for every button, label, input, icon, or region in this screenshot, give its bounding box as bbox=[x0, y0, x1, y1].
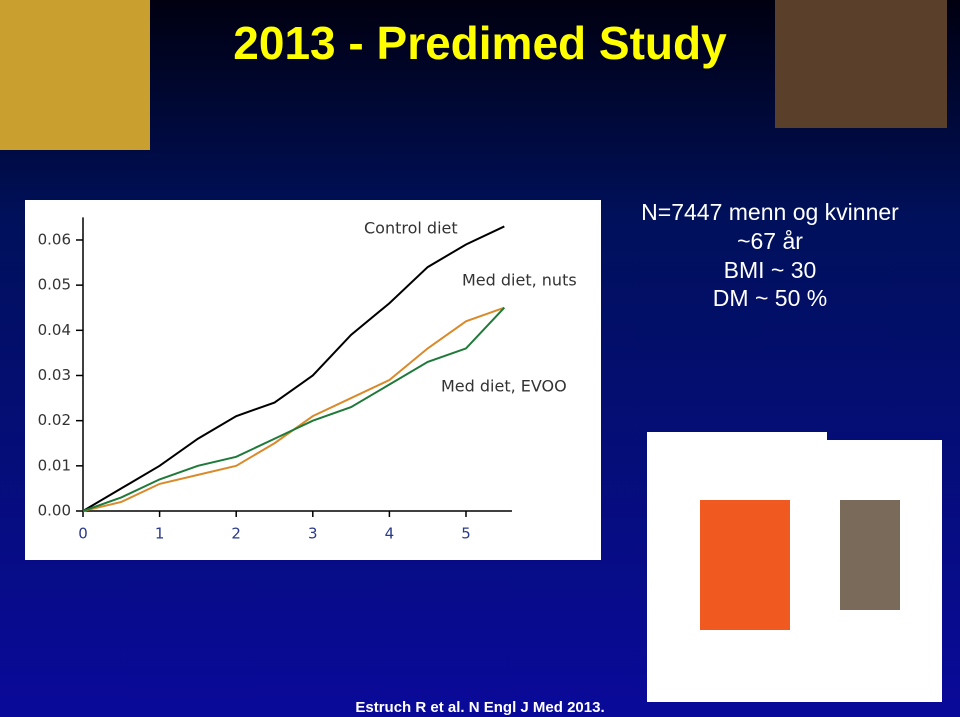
x-tick-label: 4 bbox=[385, 525, 395, 543]
y-tick-label: 0.03 bbox=[38, 366, 71, 384]
x-tick-label: 2 bbox=[231, 525, 241, 543]
y-tick-label: 0.04 bbox=[38, 321, 71, 339]
photo-jacket bbox=[840, 500, 900, 610]
x-tick-label: 3 bbox=[308, 525, 318, 543]
x-tick-label: 5 bbox=[461, 525, 471, 543]
y-tick-label: 0.06 bbox=[38, 230, 71, 248]
series-line bbox=[82, 225, 505, 512]
series-label: Med diet, nuts bbox=[462, 271, 577, 290]
note: DM ~ 50 % bbox=[713, 285, 827, 311]
slide-title: 2013 - Predimed Study bbox=[233, 17, 727, 69]
nuts-photo bbox=[775, 0, 947, 128]
series-label: Med diet, EVOO bbox=[441, 377, 567, 396]
notes: N=7447 menn og kvinner ~67 år BMI ~ 30 D… bbox=[641, 199, 899, 311]
note: N=7447 menn og kvinner bbox=[641, 199, 899, 225]
note: BMI ~ 30 bbox=[724, 257, 817, 283]
y-tick-label: 0.00 bbox=[38, 502, 71, 520]
series-label: Control diet bbox=[364, 219, 458, 238]
citation: Estruch R et al. N Engl J Med 2013. bbox=[355, 699, 604, 716]
oil-photo bbox=[0, 0, 150, 150]
note: ~67 år bbox=[737, 228, 803, 254]
photo-shirt bbox=[700, 500, 790, 630]
series-line bbox=[82, 307, 506, 512]
x-tick-label: 1 bbox=[155, 525, 165, 543]
y-tick-label: 0.05 bbox=[38, 276, 71, 294]
y-tick-label: 0.02 bbox=[38, 411, 71, 429]
x-tick-label: 0 bbox=[78, 525, 88, 543]
chart-panel bbox=[25, 200, 601, 560]
y-tick-label: 0.01 bbox=[38, 456, 71, 474]
plot: 0.00 0.01 0.02 0.03 0.04 0.05 0.06 0 1 2 3 4 5 Contro… bbox=[38, 217, 577, 543]
